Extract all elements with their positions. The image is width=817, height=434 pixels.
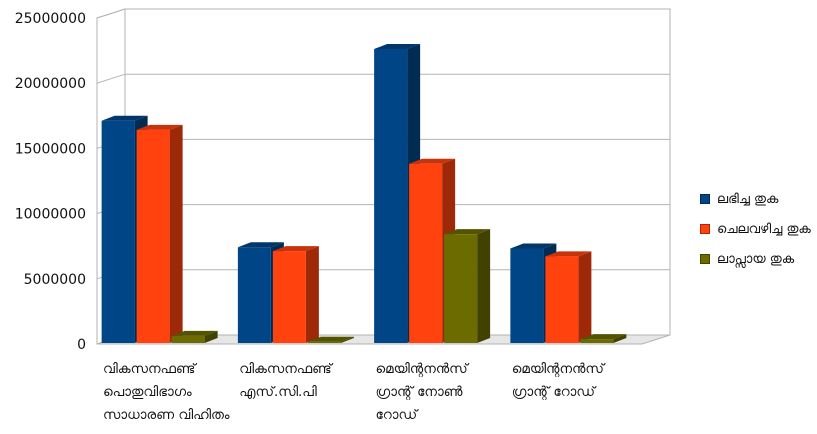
- bar-top: [374, 43, 421, 49]
- bar: [272, 251, 306, 343]
- bar: [510, 248, 544, 343]
- gridline: [96, 8, 670, 19]
- bar: [307, 341, 341, 343]
- bar-side: [578, 251, 592, 343]
- bar-side: [169, 124, 183, 343]
- bar-side: [477, 229, 491, 343]
- bar-side: [340, 336, 354, 343]
- x-tick-label-line: എസ്.സി.പി: [239, 384, 317, 400]
- legend-item: ലാപ്സായ തുക: [700, 250, 811, 268]
- bar: [580, 339, 614, 343]
- legend-swatch: [700, 194, 710, 204]
- x-tick-label: വികസനഫണ്ട് എസ്.സി.പി: [239, 358, 331, 404]
- y-tick-label: 15000000: [15, 141, 86, 157]
- x-tick-label-line: മെയിന്റനൻസ്: [375, 361, 468, 377]
- bar: [444, 234, 478, 343]
- bar: [171, 335, 205, 343]
- bar-side: [204, 330, 218, 343]
- bar: [237, 247, 271, 343]
- y-tick-label: 25000000: [15, 11, 86, 27]
- bar-top: [307, 336, 354, 342]
- bar: [136, 129, 170, 343]
- y-tick-label: 5000000: [24, 272, 86, 288]
- bar-side: [305, 246, 319, 343]
- x-tick-label-line: ഗ്രാന്റ് നോൺ: [375, 384, 463, 400]
- y-tick-label: 10000000: [15, 207, 86, 223]
- legend-item: ലഭിച്ച തുക: [700, 190, 811, 208]
- y-tick-label: 20000000: [15, 76, 86, 92]
- legend: ലഭിച്ച തുക ചെലവഴിച്ച തുക ലാപ്സായ തുക: [700, 190, 811, 280]
- bar-top: [444, 229, 491, 235]
- bar-top: [237, 242, 284, 248]
- bar-top: [545, 251, 592, 257]
- x-tick-label: മെയിന്റനൻസ് ഗ്രാന്റ് റോഡ്: [512, 358, 604, 404]
- x-tick-label-line: ഗ്രാന്റ് റോഡ്: [511, 384, 595, 400]
- x-tick-label: വികസനഫണ്ട് പൊതുവിഭാഗം സാധാരണ വിഹിതം: [103, 358, 230, 427]
- legend-item: ചെലവഴിച്ച തുക: [700, 220, 811, 238]
- bar-top: [580, 334, 627, 340]
- legend-swatch: [700, 224, 710, 234]
- bar: [374, 48, 408, 343]
- bar-top: [409, 158, 456, 164]
- gridline: [96, 73, 670, 84]
- bar: [101, 120, 135, 343]
- x-tick-label-line: വികസനഫണ്ട്: [103, 361, 196, 377]
- legend-swatch: [700, 254, 710, 264]
- legend-label: ലഭിച്ച തുക: [717, 191, 779, 207]
- x-tick-label-line: സാധാരണ വിഹിതം: [103, 407, 230, 423]
- legend-label: ലാപ്സായ തുക: [717, 251, 795, 267]
- bar-top: [272, 246, 319, 252]
- x-tick-label-line: മെയിന്റനൻസ്: [511, 361, 604, 377]
- bar-side: [613, 334, 627, 343]
- x-tick-label-line: റോഡ്: [375, 407, 418, 423]
- x-tick-label-line: പൊതുവിഭാഗം: [103, 384, 192, 400]
- bar-top: [171, 330, 218, 336]
- y-tick-label: 0: [77, 337, 86, 353]
- bar-top: [101, 115, 148, 121]
- bar-top: [510, 243, 557, 249]
- bar: [409, 163, 443, 343]
- bar: [545, 256, 579, 343]
- bar-top: [136, 124, 183, 130]
- legend-label: ചെലവഴിച്ച തുക: [717, 221, 811, 237]
- x-tick-label-line: വികസനഫണ്ട്: [239, 361, 332, 377]
- x-tick-label: മെയിന്റനൻസ് ഗ്രാന്റ് നോൺ റോഡ്: [376, 358, 468, 427]
